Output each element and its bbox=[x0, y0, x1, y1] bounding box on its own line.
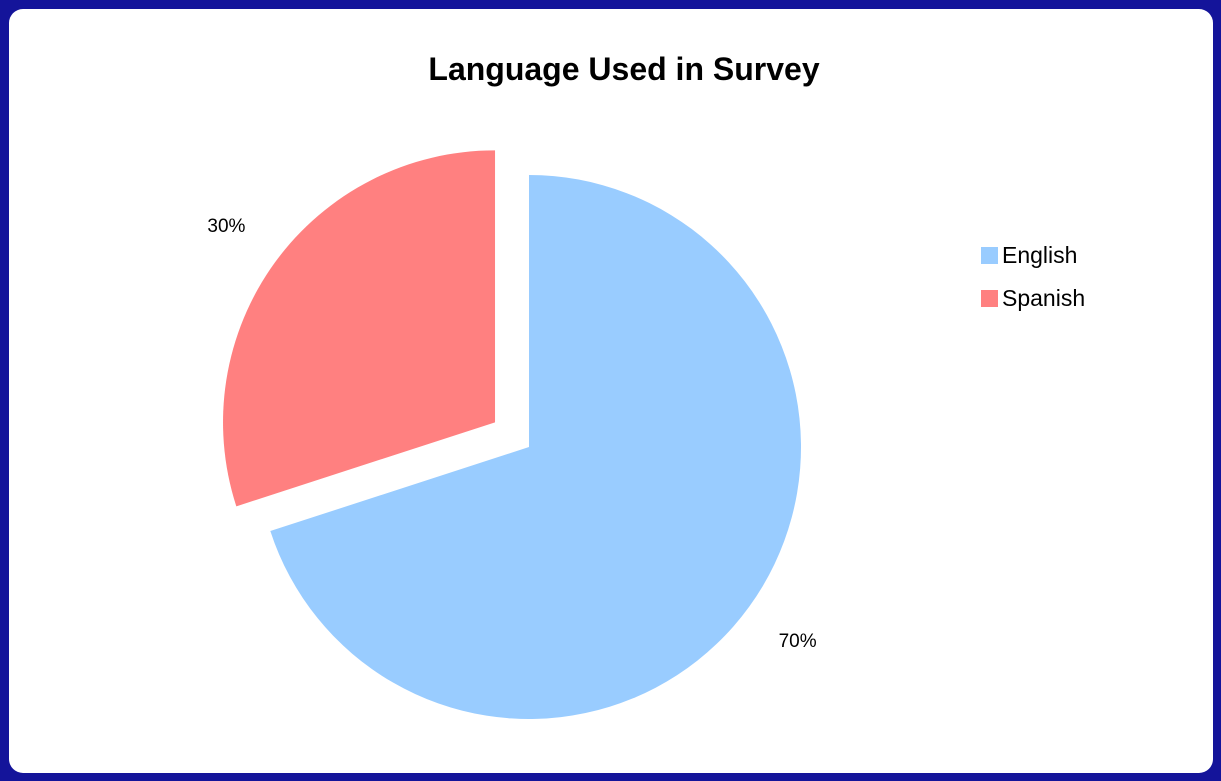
legend-item-spanish: Spanish bbox=[981, 277, 1085, 320]
legend-swatch bbox=[981, 247, 998, 264]
legend-swatch bbox=[981, 290, 998, 307]
legend-item-english: English bbox=[981, 234, 1085, 277]
data-label-english: 70% bbox=[779, 631, 817, 652]
pie-chart: 70% 30% bbox=[207, 150, 817, 719]
chart-card: Language Used in Survey 70% 30% English Sp… bbox=[9, 9, 1213, 773]
chart-title: Language Used in Survey bbox=[428, 51, 820, 87]
data-label-spanish: 30% bbox=[207, 216, 245, 237]
legend-label: English bbox=[1002, 242, 1078, 268]
legend-label: Spanish bbox=[1002, 285, 1086, 311]
pie-slice-english bbox=[270, 175, 801, 719]
legend: English Spanish bbox=[981, 234, 1085, 320]
pie-slice-spanish bbox=[223, 150, 496, 507]
